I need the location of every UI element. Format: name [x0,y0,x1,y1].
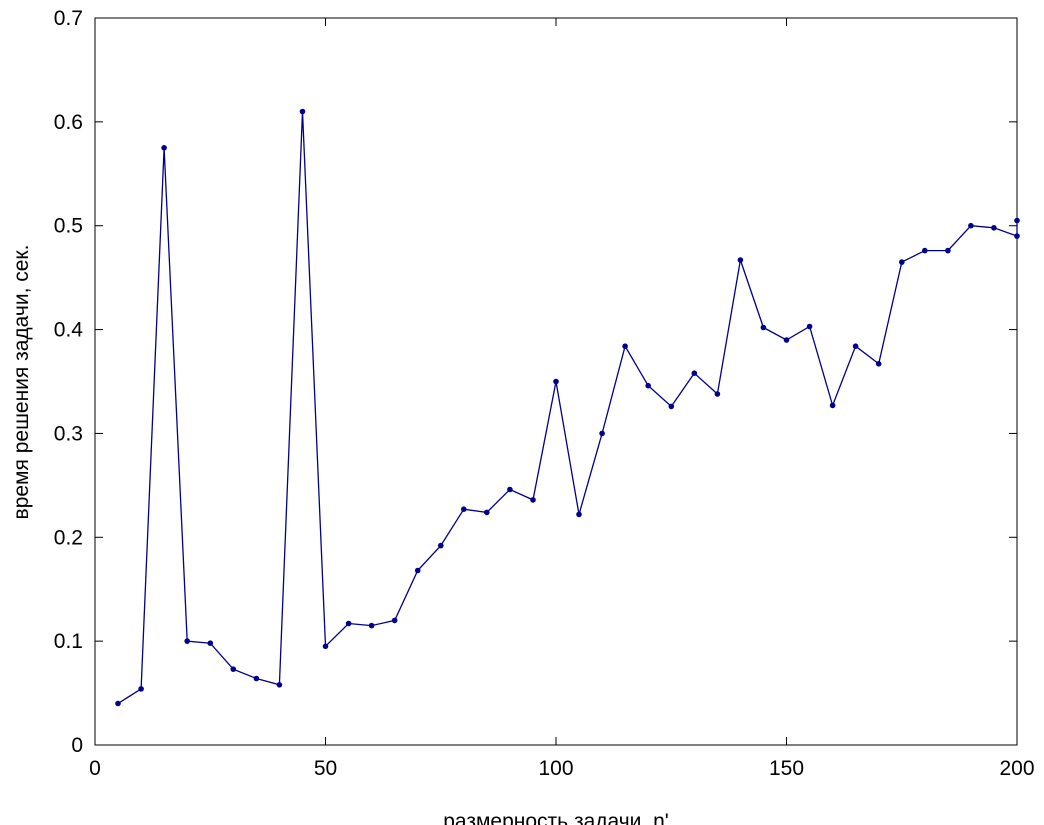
y-tick-label: 0.5 [54,215,83,238]
data-point [852,343,859,350]
data-point [368,622,375,629]
x-axis: 0 50 100 150 200 [89,18,1035,780]
data-point [530,497,536,503]
y-axis-label: время решения задачи, сек. [10,245,33,520]
data-point [691,370,698,377]
data-point [115,700,121,707]
x-tick-label: 0 [89,757,101,780]
data-point [414,567,421,574]
data-point [668,403,675,410]
x-tick-label: 50 [314,757,337,780]
x-tick-label: 150 [769,757,804,780]
data-point [991,225,997,231]
data-point [553,378,559,385]
y-axis: 0 0.1 0.2 0.3 0.4 0.5 0.6 0.7 [54,7,1017,757]
data-point [391,617,398,624]
data-point [622,343,628,350]
data-point [507,486,513,493]
data-point [276,682,283,688]
data-point [184,638,190,644]
data-point [922,247,928,254]
x-tick-label: 200 [999,757,1034,780]
data-point [599,430,605,437]
data-point [760,324,767,331]
data-point [945,247,951,254]
data-points [115,108,1020,707]
data-point [1014,233,1020,239]
data-point [968,222,974,229]
y-tick-label: 0 [71,734,83,757]
data-point [207,640,214,646]
data-point [737,257,744,263]
data-point [645,382,651,389]
y-tick-label: 0.1 [54,630,83,653]
y-tick-label: 0.7 [54,7,83,30]
data-point [461,506,467,512]
data-point [484,509,490,516]
data-point [161,145,167,151]
data-point [299,108,306,115]
data-point [875,361,882,367]
data-point [322,643,329,650]
y-tick-label: 0.2 [54,526,83,549]
data-point [438,542,444,549]
data-point [230,666,237,672]
data-point [345,620,352,627]
y-tick-label: 0.3 [54,422,83,445]
data-point [806,323,813,330]
data-point [1014,217,1020,224]
data-point [253,675,260,682]
data-point [783,337,790,343]
data-point [138,686,144,692]
x-axis-label: размерность задачи, n' [443,810,669,825]
data-point [899,259,905,265]
data-point [829,402,836,409]
y-tick-label: 0.6 [54,111,83,134]
x-tick-label: 100 [538,757,573,780]
y-tick-label: 0.4 [54,319,84,342]
data-point [576,511,582,518]
data-point [714,391,721,397]
